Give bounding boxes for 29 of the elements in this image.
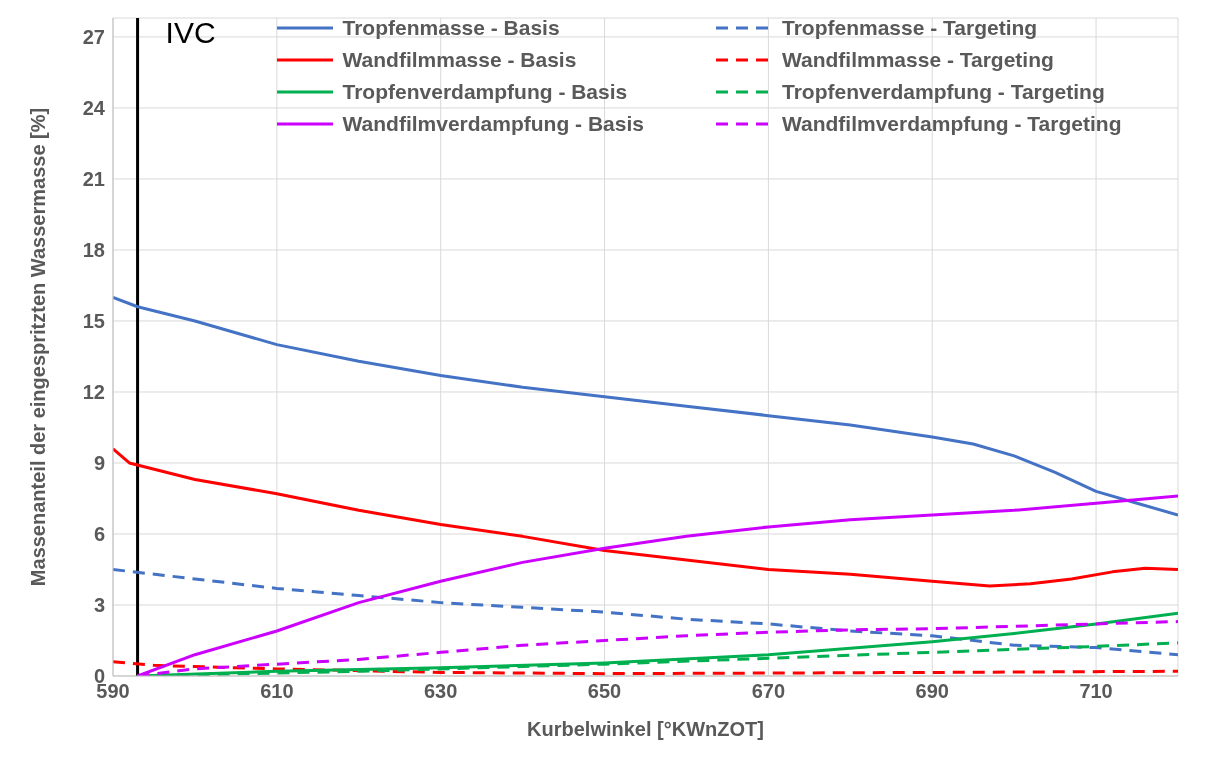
y-tick-label: 24 [82, 97, 106, 120]
x-tick-label: 710 [1079, 680, 1113, 703]
y-axis-title: Massenanteil der eingespritzten Wassermasse [%] [27, 107, 50, 587]
line-series [113, 567, 1178, 657]
y-tick-label: 18 [82, 239, 105, 262]
line-series [113, 447, 1178, 588]
x-tick-label: 630 [424, 680, 458, 703]
line-series [113, 295, 1178, 517]
x-axis-title: Kurbelwinkel [°KWnZOT] [527, 718, 764, 740]
legend-label: Tropfenverdampfung - Targeting [781, 80, 1105, 104]
x-tick-label: 690 [915, 680, 949, 703]
y-tick-label: 3 [93, 594, 105, 617]
ref-line-label: IVC [165, 16, 216, 50]
x-tick-label: 610 [260, 680, 294, 703]
y-tick-label: 27 [82, 26, 105, 49]
legend-label: Wandfilmverdampfung - Basis [342, 112, 644, 136]
y-tick-label: 9 [93, 452, 105, 475]
legend-label: Tropfenmasse - Targeting [781, 16, 1038, 40]
x-tick-label: 650 [587, 680, 622, 703]
legend-label: Wandfilmmasse - Targeting [781, 48, 1054, 72]
legend-label: Wandfilmverdampfung - Targeting [781, 112, 1122, 136]
legend-label: Tropfenverdampfung - Basis [342, 80, 628, 104]
legend-label: Tropfenmasse - Basis [342, 16, 560, 40]
x-tick-label: 670 [751, 680, 786, 703]
y-tick-label: 12 [82, 381, 105, 404]
legend-label: Wandfilmmasse - Basis [342, 48, 577, 72]
y-tick-label: 21 [82, 168, 105, 191]
y-tick-label: 15 [82, 310, 105, 333]
y-tick-label: 6 [93, 523, 105, 546]
